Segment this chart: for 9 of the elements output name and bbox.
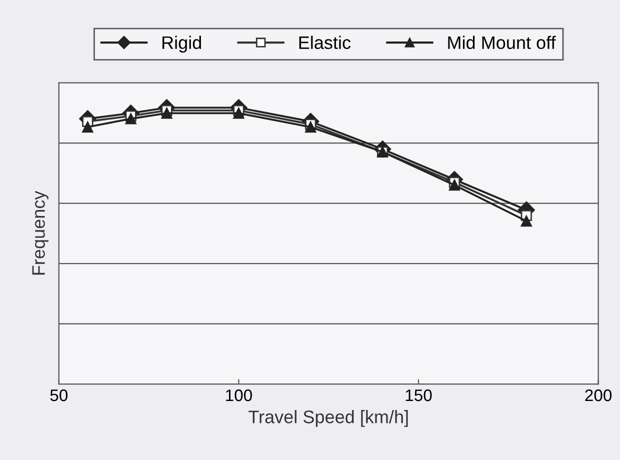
x-tick-label: 100 bbox=[226, 389, 252, 402]
x-tick-label: 200 bbox=[585, 389, 612, 402]
x-axis-title: Travel Speed [km/h] bbox=[248, 410, 408, 427]
y-axis-title: Frequency bbox=[32, 190, 48, 275]
x-tick-label: 150 bbox=[406, 389, 432, 402]
legend-label: Mid Mount off bbox=[448, 36, 556, 50]
legend-label: Rigid bbox=[162, 36, 201, 53]
x-tick-label: 50 bbox=[50, 389, 68, 402]
legend-label: Elastic bbox=[299, 36, 351, 50]
